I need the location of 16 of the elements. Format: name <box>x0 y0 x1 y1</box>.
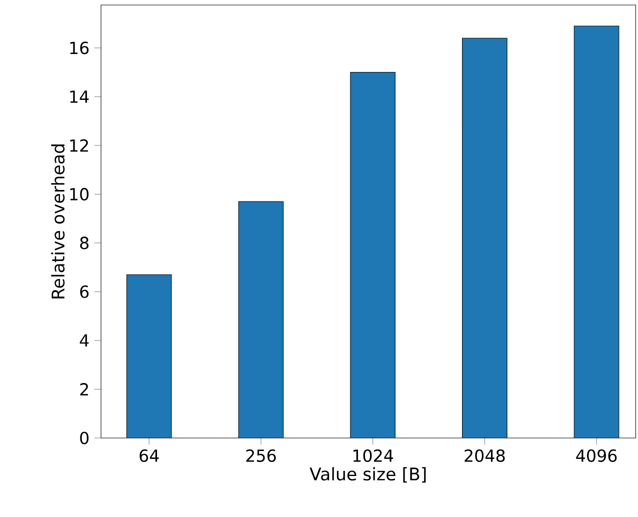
y-tick-label: 2 <box>80 383 88 396</box>
y-tick-label: 14 <box>70 90 89 103</box>
x-tick-label: 256 <box>246 449 276 462</box>
y-tick-label: 8 <box>80 236 88 250</box>
x-tick-label: 2048 <box>464 449 505 462</box>
x-tick-label: 4096 <box>576 449 617 462</box>
y-tick-label: 10 <box>70 188 89 200</box>
y-axis-title: Relative overhead <box>51 144 65 298</box>
x-tick-label: 1024 <box>353 449 394 462</box>
x-axis-title: Value size [B] <box>310 467 426 483</box>
y-tick-label: 4 <box>80 334 89 347</box>
y-tick-label: 16 <box>70 42 89 54</box>
y-tick-label: 6 <box>80 285 89 298</box>
y-tick-label: 12 <box>70 139 88 152</box>
y-tick-label: 0 <box>80 432 89 444</box>
x-tick-label: 64 <box>140 449 159 462</box>
